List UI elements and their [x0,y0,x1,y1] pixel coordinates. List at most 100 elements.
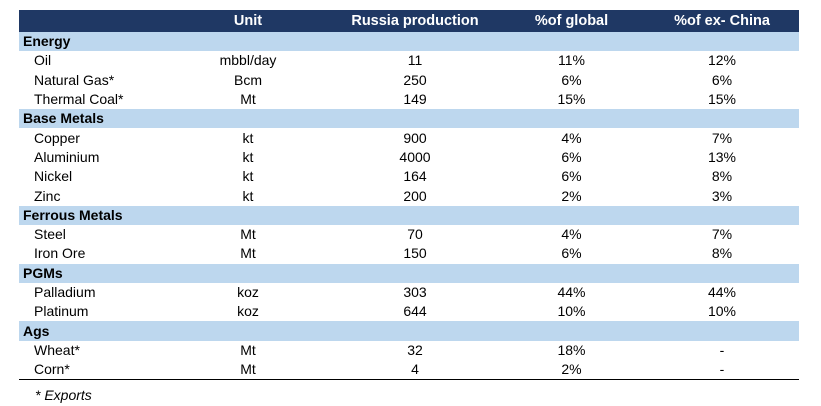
percent-global-cell: 15% [557,91,586,108]
section-fill-cell [645,321,799,341]
data-table: Unit Russia production %of global %of ex… [19,10,799,379]
item-name-cell: Steel [34,226,66,243]
table-row: Oil mbbl/day 11 11% 12% [19,51,799,70]
production-cell: 149 [403,91,427,108]
section-fill-cell [332,109,498,129]
unit-cell: Bcm [234,71,262,88]
percent-ex-china-cell: - [719,341,725,358]
section-fill-cell [498,205,645,225]
item-name-cell: Nickel [34,168,73,185]
production-cell: 4 [411,361,419,378]
production-cell: 70 [407,226,423,243]
item-name-cell: Zinc [34,187,61,204]
section-label: Ferrous Metals [19,205,164,225]
header-row: Unit Russia production %of global %of ex… [19,10,799,32]
section-row: Energy [19,32,799,52]
percent-ex-china-cell: 8% [711,245,733,262]
percent-global-cell: 6% [561,71,582,88]
percent-ex-china-cell: 7% [711,226,733,243]
header-unit: Unit [164,10,332,32]
production-cell: 200 [403,187,427,204]
table-body: Energy Oil mbbl/day 11 11% 12% Natural Gas* Bcm… [19,32,799,379]
header-percent-ex-china: %of ex- China [645,10,799,32]
percent-global-cell: 18% [557,341,586,358]
table-row: Corn* Mt 4 2% - [19,360,799,379]
unit-cell: kt [242,129,254,146]
item-name-cell: Corn* [34,361,70,378]
unit-cell: Mt [240,226,256,243]
table-row: Nickel kt 164 6% 8% [19,167,799,186]
header-percent-global: %of global [498,10,645,32]
unit-cell: Mt [240,245,256,262]
section-label: Base Metals [19,109,164,129]
percent-global-cell: 6% [561,168,582,185]
percent-ex-china-cell: 15% [707,91,737,108]
percent-global-cell: 4% [561,226,582,243]
section-fill-cell [164,205,332,225]
section-fill-cell [498,263,645,283]
section-fill-cell [164,321,332,341]
table-row: Aluminium kt 4000 6% 13% [19,148,799,167]
percent-ex-china-cell: 8% [711,168,733,185]
section-fill-cell [645,109,799,129]
percent-global-cell: 10% [557,303,586,320]
russia-commodity-table: Unit Russia production %of global %of ex… [19,10,799,381]
production-cell: 150 [403,245,427,262]
table-row: Natural Gas* Bcm 250 6% 6% [19,71,799,90]
header-blank [19,10,164,32]
item-name-cell: Wheat* [34,341,80,358]
section-fill-cell [332,205,498,225]
unit-cell: koz [237,303,259,320]
percent-global-cell: 6% [561,148,582,165]
section-fill-cell [498,32,645,52]
unit-cell: Mt [240,341,256,358]
unit-cell: kt [242,187,254,204]
section-label: Energy [19,32,164,52]
table-row: Steel Mt 70 4% 7% [19,225,799,244]
production-cell: 164 [403,168,427,185]
section-fill-cell [645,32,799,52]
production-cell: 4000 [399,148,431,165]
item-name-cell: Platinum [34,303,89,320]
section-fill-cell [164,32,332,52]
percent-global-cell: 2% [561,187,582,204]
percent-global-cell: 2% [561,361,582,378]
percent-global-cell: 6% [561,245,582,262]
percent-ex-china-cell: 3% [711,187,733,204]
unit-cell: kt [242,148,254,165]
unit-cell: Mt [240,91,256,108]
section-fill-cell [332,263,498,283]
item-name-cell: Aluminium [34,148,100,165]
percent-ex-china-cell: 13% [707,148,737,165]
section-fill-cell [332,32,498,52]
section-fill-cell [164,263,332,283]
percent-ex-china-cell: 44% [707,284,737,300]
percent-ex-china-cell: 6% [711,71,733,88]
section-row: Base Metals [19,109,799,129]
production-cell: 250 [403,71,427,88]
unit-cell: koz [237,284,259,300]
section-fill-cell [645,205,799,225]
item-name-cell: Natural Gas* [34,71,115,88]
table-row: Palladium koz 303 44% 44% [19,283,799,302]
production-cell: 644 [403,303,427,320]
table-row: Wheat* Mt 32 18% - [19,341,799,360]
percent-ex-china-cell: 7% [711,129,733,146]
item-name-cell: Iron Ore [34,245,86,262]
item-name-cell: Oil [34,52,52,69]
percent-global-cell: 4% [561,129,582,146]
table-row: Iron Ore Mt 150 6% 8% [19,244,799,263]
section-fill-cell [498,321,645,341]
header-russia-production: Russia production [332,10,498,32]
percent-ex-china-cell: 10% [707,303,737,320]
table-row: Platinum koz 644 10% 10% [19,302,799,321]
production-cell: 32 [407,341,423,358]
percent-global-cell: 44% [557,284,586,300]
item-name-cell: Palladium [34,284,96,300]
section-fill-cell [645,263,799,283]
section-row: PGMs [19,263,799,283]
section-fill-cell [332,321,498,341]
item-name-cell: Thermal Coal* [34,91,124,108]
section-label: Ags [19,321,164,341]
percent-global-cell: 11% [558,52,585,69]
